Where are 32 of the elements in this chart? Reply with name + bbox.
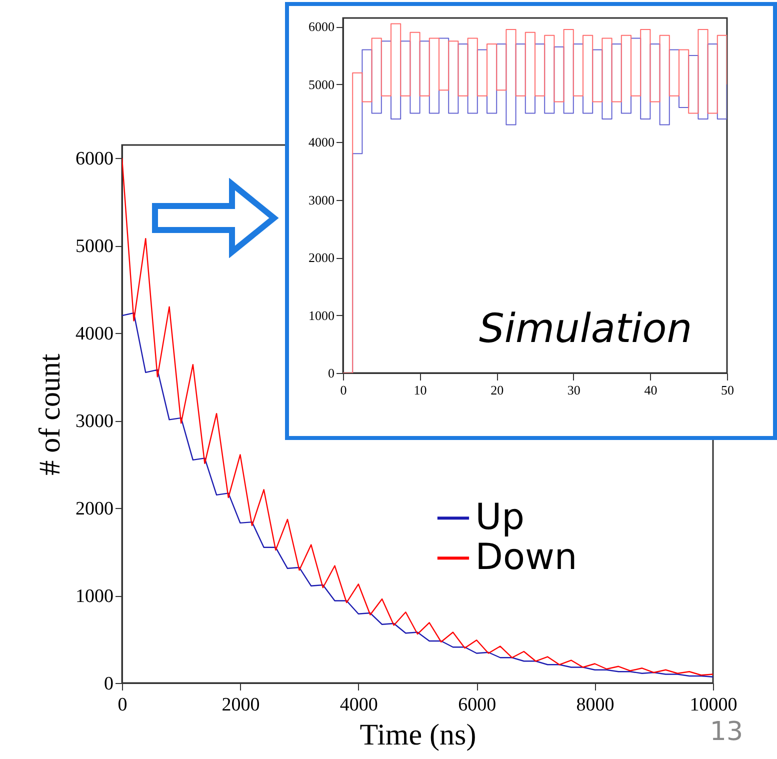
y-tick-label: 2000 bbox=[308, 250, 334, 266]
x-tick-label: 0 bbox=[118, 694, 128, 716]
y-tick-label: 1000 bbox=[308, 308, 334, 323]
x-tick-label: 2000 bbox=[222, 694, 260, 716]
x-tick-label: 10000 bbox=[690, 694, 738, 716]
y-tick-label: 1000 bbox=[76, 586, 114, 608]
y-tick-label: 6000 bbox=[308, 19, 334, 34]
y-tick-label: 0 bbox=[104, 674, 114, 694]
x-tick-label: 40 bbox=[644, 382, 658, 398]
y-tick-label: 4000 bbox=[76, 324, 114, 345]
y-tick-label: 5000 bbox=[76, 236, 114, 258]
text: 13 bbox=[710, 717, 743, 747]
x-tick-label: 0 bbox=[340, 382, 347, 398]
y-axis-title: # of count bbox=[34, 353, 66, 476]
y-tick-label: 2000 bbox=[76, 498, 114, 520]
x-tick-label: 4000 bbox=[340, 694, 378, 716]
y-tick-label: 6000 bbox=[76, 148, 114, 170]
x-tick-label: 50 bbox=[721, 382, 734, 398]
legend-label: Up bbox=[475, 497, 524, 538]
x-axis-title: Time (ns) bbox=[360, 718, 476, 752]
y-tick-label: 4000 bbox=[308, 134, 334, 150]
legend-label: Down bbox=[475, 537, 578, 578]
x-tick-label: 6000 bbox=[458, 694, 496, 716]
y-tick-label: 3000 bbox=[308, 192, 334, 208]
y-tick-label: 0 bbox=[328, 366, 334, 380]
y-tick-label: 3000 bbox=[76, 411, 114, 432]
x-tick-label: 10 bbox=[414, 382, 427, 398]
y-tick-label: 5000 bbox=[308, 76, 334, 92]
x-tick-label: 8000 bbox=[576, 694, 614, 716]
x-tick-label: 20 bbox=[490, 382, 504, 398]
x-tick-label: 30 bbox=[567, 382, 580, 398]
annotation: Simulation bbox=[479, 306, 692, 352]
